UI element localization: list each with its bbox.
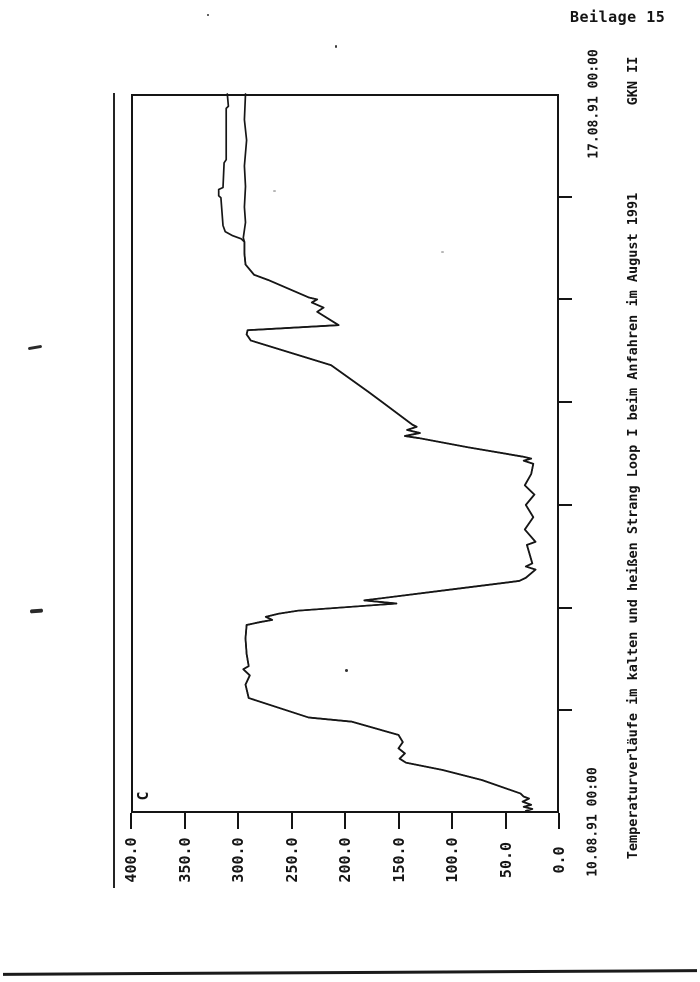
chart-title: Temperaturverläufe im kalten und heißen … xyxy=(625,192,641,860)
scan-speck xyxy=(441,251,444,253)
temperature-unit-label: C xyxy=(134,791,152,801)
scan-speck xyxy=(273,190,276,192)
scan-speck xyxy=(345,669,348,672)
temperature-tick-label: 50.0 xyxy=(496,841,515,879)
page-bottom-rule xyxy=(2,969,698,976)
attachment-number-label: Beilage 15 xyxy=(570,8,666,26)
temperature-tick xyxy=(558,813,560,829)
margin-pen-mark xyxy=(29,608,44,614)
temperature-tick xyxy=(451,813,453,829)
plant-name-label: GKN II xyxy=(625,56,641,106)
day-tick xyxy=(559,298,572,301)
outer-axis-line xyxy=(113,93,115,888)
temperature-tick-label: 350.0 xyxy=(175,837,194,883)
day-tick xyxy=(559,709,572,712)
scan-speck xyxy=(335,45,337,48)
margin-pen-mark xyxy=(27,344,43,351)
temperature-tick xyxy=(397,813,400,829)
temperature-tick-label: 0.0 xyxy=(550,846,568,874)
day-tick xyxy=(559,195,572,198)
temperature-tick xyxy=(130,813,132,829)
day-tick xyxy=(559,401,572,404)
temperature-tick-label: 300.0 xyxy=(229,837,247,883)
time-axis-end-label: 17.08.91 00:00 xyxy=(586,49,602,159)
day-tick xyxy=(559,503,572,506)
temperature-tick-label: 400.0 xyxy=(122,837,140,883)
temperature-tick xyxy=(504,813,507,829)
scan-speck xyxy=(207,14,209,16)
temperature-tick-label: 150.0 xyxy=(389,837,408,883)
temperature-tick xyxy=(344,813,346,829)
temperature-tick-label: 250.0 xyxy=(282,837,301,883)
plot-frame xyxy=(131,94,559,813)
temperature-tick xyxy=(290,813,293,829)
temperature-tick xyxy=(237,813,239,829)
time-axis-start-label: 10.08.91 00:00 xyxy=(585,767,601,877)
day-tick xyxy=(559,606,572,609)
temperature-tick-label: 100.0 xyxy=(443,837,461,883)
temperature-tick xyxy=(183,813,186,829)
temperature-tick-label: 200.0 xyxy=(336,837,354,883)
